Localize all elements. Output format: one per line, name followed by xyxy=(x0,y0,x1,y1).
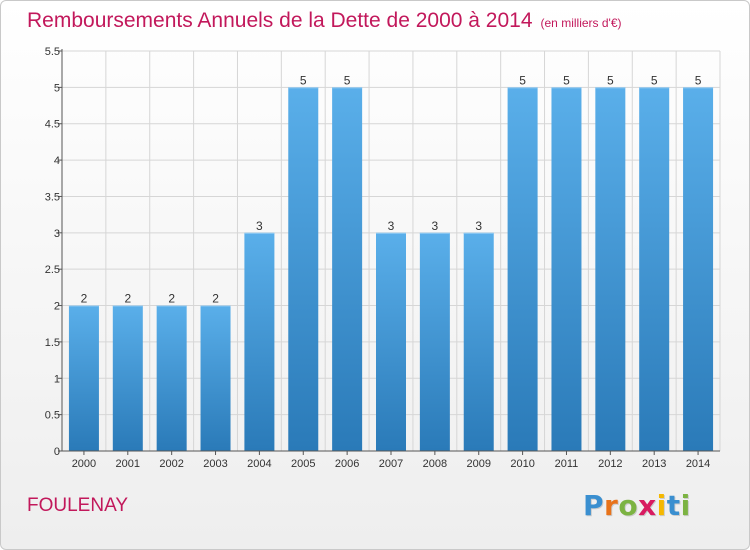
bar-2008 xyxy=(419,232,450,451)
x-tick-label: 2010 xyxy=(510,458,534,470)
y-tick-label: 2.5 xyxy=(45,264,60,276)
logo-letter: r xyxy=(604,489,619,522)
bar-value-label: 2 xyxy=(81,292,88,306)
bars xyxy=(68,87,714,451)
bar-2003 xyxy=(200,305,231,451)
y-tick-label: 4.5 xyxy=(45,119,60,131)
x-tick-label: 2014 xyxy=(686,458,710,470)
proxiti-logo: Proxiti xyxy=(583,489,691,522)
y-tick-label: 5 xyxy=(54,82,60,94)
bar-value-label: 3 xyxy=(432,219,439,233)
chart-title: Remboursements Annuels de la Dette de 20… xyxy=(27,9,622,33)
axes xyxy=(58,49,720,455)
bar-value-label: 5 xyxy=(563,73,570,87)
x-tick-label: 2006 xyxy=(335,458,359,470)
bar-2009 xyxy=(463,232,494,451)
logo-letter: i xyxy=(656,489,667,522)
bar-value-label: 3 xyxy=(256,219,263,233)
y-tick-label: 0 xyxy=(54,446,60,458)
bar-2010 xyxy=(507,87,538,451)
bar-value-label: 5 xyxy=(651,73,658,87)
x-tick-label: 2011 xyxy=(555,458,579,470)
chart-title-text: Remboursements Annuels de la Dette de 20… xyxy=(27,9,533,32)
y-tick-label: 5.5 xyxy=(45,46,60,58)
bar-2004 xyxy=(244,232,275,451)
bar-2014 xyxy=(683,87,714,451)
y-tick-label: 4 xyxy=(54,155,60,167)
bar-2002 xyxy=(156,305,187,451)
bar-2013 xyxy=(639,87,670,451)
x-tick-label: 2009 xyxy=(466,458,490,470)
bar-value-label: 5 xyxy=(344,73,351,87)
logo-letter: o xyxy=(618,489,639,522)
bar-value-label: 3 xyxy=(388,219,395,233)
bar-2012 xyxy=(595,87,626,451)
x-tick-label: 2002 xyxy=(159,458,183,470)
bar-2000 xyxy=(68,305,99,451)
x-tick-label: 2004 xyxy=(247,458,271,470)
x-tick-label: 2003 xyxy=(203,458,227,470)
bar-2006 xyxy=(332,87,363,451)
logo-letter: i xyxy=(680,489,691,522)
x-tick-label: 2005 xyxy=(291,458,315,470)
commune-name: FOULENAY xyxy=(27,495,129,516)
x-tick-label: 2008 xyxy=(423,458,447,470)
logo-letter: x xyxy=(638,489,657,522)
bar-2005 xyxy=(288,87,319,451)
logo-letter: t xyxy=(666,489,681,522)
bar-value-label: 2 xyxy=(124,292,131,306)
y-tick-label: 1.5 xyxy=(45,337,60,349)
x-tick-label: 2007 xyxy=(379,458,403,470)
y-tick-label: 3 xyxy=(54,228,60,240)
bar-2001 xyxy=(112,305,143,451)
labels: 0 0.5 1 1.5 2 2.5 3 3.5 4 4.5 5 5.5 2 2000 2 2001 2 2002 2… xyxy=(45,46,711,470)
bar-value-label: 5 xyxy=(300,73,307,87)
logo-letter: P xyxy=(583,489,605,522)
y-tick-label: 2 xyxy=(54,301,60,313)
y-tick-label: 0.5 xyxy=(45,410,60,422)
bar-value-label: 5 xyxy=(519,73,526,87)
chart-subtitle: (en milliers d'€) xyxy=(540,16,622,30)
bar-value-label: 2 xyxy=(212,292,219,306)
x-tick-label: 2013 xyxy=(642,458,666,470)
x-tick-label: 2000 xyxy=(72,458,96,470)
bar-value-label: 5 xyxy=(695,73,702,87)
y-tick-label: 1 xyxy=(54,373,60,385)
bar-value-label: 2 xyxy=(168,292,175,306)
bar-value-label: 3 xyxy=(475,219,482,233)
bar-2011 xyxy=(551,87,582,451)
x-tick-label: 2001 xyxy=(116,458,140,470)
x-tick-label: 2012 xyxy=(598,458,622,470)
bar-2007 xyxy=(376,232,406,451)
bar-value-label: 5 xyxy=(607,73,614,87)
y-tick-label: 3.5 xyxy=(45,191,60,203)
